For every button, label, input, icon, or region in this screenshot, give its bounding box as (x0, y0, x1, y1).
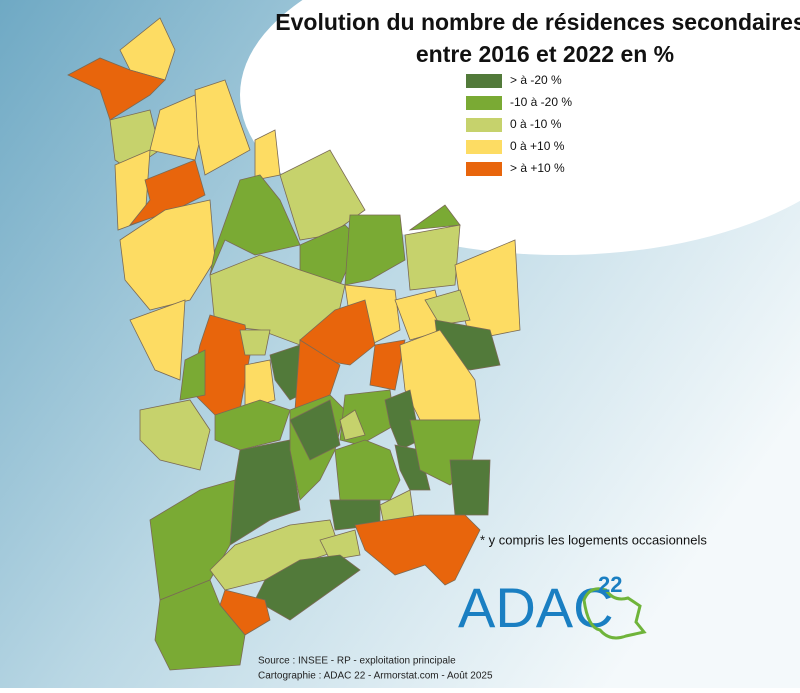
commune-area (279, 149, 366, 241)
legend-label: > à -20 % (510, 73, 562, 87)
legend-swatch (466, 140, 502, 154)
commune-area (209, 174, 301, 276)
commune-area (149, 94, 201, 161)
commune-area (424, 289, 471, 326)
title-backdrop (240, 0, 800, 255)
commune-area (129, 299, 186, 381)
legend-swatch (466, 162, 502, 176)
source-line: Source : INSEE - RP - exploitation princ… (258, 656, 456, 667)
commune-area (179, 349, 206, 401)
legend: > à -20 % -10 à -20 % 0 à -10 % 0 à +10 % > … (466, 73, 572, 176)
legend-label: -10 à -20 % (510, 95, 572, 109)
commune-area (219, 589, 271, 636)
title-line: entre 2016 et 2022 en % (416, 41, 674, 67)
commune-area (408, 204, 461, 231)
commune-area (67, 57, 166, 121)
legend-label: 0 à +10 % (510, 139, 565, 153)
title-line: Evolution du nombre de résidences second… (275, 9, 800, 35)
legend-label: 0 à -10 % (510, 117, 562, 131)
commune-area (344, 214, 406, 286)
logo-shape (582, 587, 647, 640)
logo-superscript: 22 (598, 572, 622, 597)
commune-area (354, 514, 481, 586)
commune-area (154, 579, 246, 671)
commune-area (404, 224, 461, 291)
commune-area (119, 199, 216, 311)
note: * y compris les logements occasionnels (480, 532, 707, 547)
commune-area (214, 399, 291, 451)
legend-swatch (466, 118, 502, 132)
legend-swatch (466, 96, 502, 110)
commune-area (119, 17, 176, 81)
commune-area (369, 339, 406, 391)
legend-swatch (466, 74, 502, 88)
commune-area (244, 359, 276, 411)
legend-label: > à +10 % (510, 161, 565, 175)
commune-area (289, 399, 341, 461)
commune-area (319, 529, 361, 561)
map (67, 17, 521, 671)
logo-text: ADAC (458, 576, 614, 639)
commune-area (139, 399, 211, 471)
source-line: Cartographie : ADAC 22 - Armorstat.com -… (258, 671, 493, 682)
commune-area (339, 409, 366, 441)
commune-area (384, 389, 421, 451)
commune-area (194, 79, 251, 176)
commune-area (449, 459, 491, 516)
commune-area (239, 329, 271, 356)
